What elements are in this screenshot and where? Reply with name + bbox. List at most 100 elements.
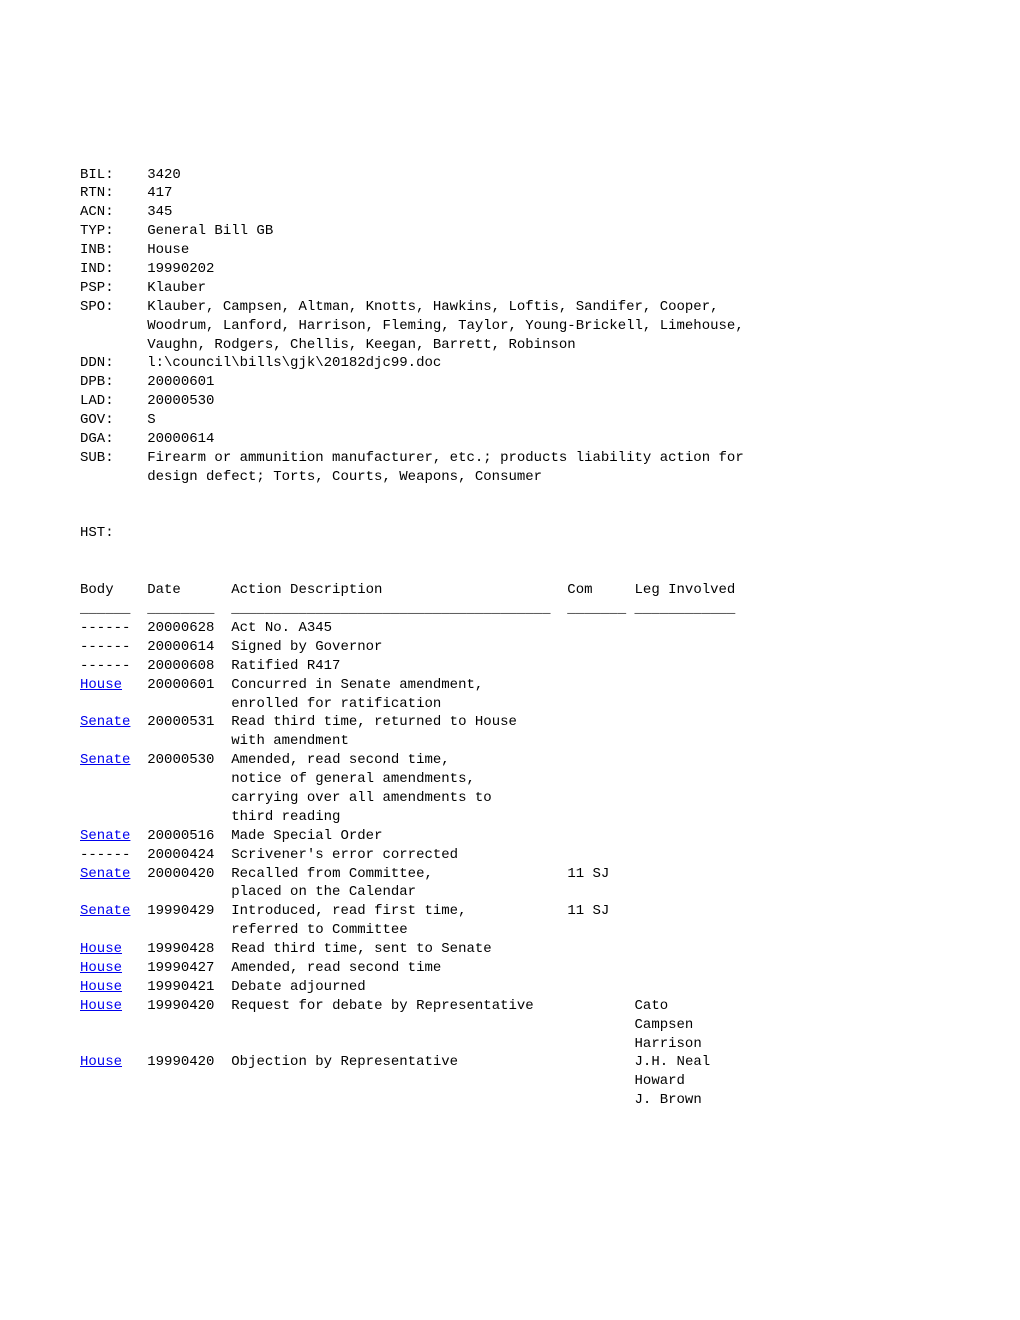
action-cell: [231, 1092, 567, 1108]
date-cell: [147, 1073, 231, 1089]
com-cell: [567, 620, 634, 636]
action-cell: enrolled for ratification: [231, 696, 567, 712]
field-label: DGA:: [80, 431, 147, 447]
com-cell: [567, 639, 634, 655]
action-cell: Concurred in Senate amendment,: [231, 677, 567, 693]
com-cell: [567, 1017, 634, 1033]
field-value: S: [147, 412, 155, 428]
action-cell: Debate adjourned: [231, 979, 567, 995]
action-cell: Amended, read second time: [231, 960, 567, 976]
action-cell: Amended, read second time,: [231, 752, 567, 768]
com-cell: [567, 941, 634, 957]
action-cell: Ratified R417: [231, 658, 567, 674]
body-cell: ------: [80, 639, 147, 655]
date-cell: [147, 922, 231, 938]
field-value: General Bill GB: [147, 223, 273, 239]
field-label: LAD:: [80, 393, 147, 409]
field-label: INB:: [80, 242, 147, 258]
body-link[interactable]: Senate: [80, 903, 130, 919]
body-link[interactable]: Senate: [80, 828, 130, 844]
field-value: l:\council\bills\gjk\20182djc99.doc: [147, 355, 441, 371]
action-cell: Made Special Order: [231, 828, 567, 844]
date-cell: [147, 1036, 231, 1052]
date-cell: 20000530: [147, 752, 231, 768]
date-cell: [147, 1092, 231, 1108]
field-label: TYP:: [80, 223, 147, 239]
action-cell: Introduced, read first time,: [231, 903, 567, 919]
field-label: SUB:: [80, 450, 147, 466]
body-cell: [80, 771, 147, 787]
action-cell: [231, 1036, 567, 1052]
leg-cell: Harrison: [635, 1036, 702, 1052]
body-link[interactable]: Senate: [80, 752, 130, 768]
date-cell: [147, 771, 231, 787]
action-cell: Read third time, sent to Senate: [231, 941, 567, 957]
action-cell: carrying over all amendments to: [231, 790, 567, 806]
date-cell: [147, 790, 231, 806]
com-cell: [567, 979, 634, 995]
com-cell: [567, 790, 634, 806]
field-label: BIL:: [80, 167, 147, 183]
body-link[interactable]: House: [80, 979, 122, 995]
com-cell: [567, 752, 634, 768]
field-label: IND:: [80, 261, 147, 277]
body-link[interactable]: Senate: [80, 866, 130, 882]
com-cell: [567, 884, 634, 900]
date-cell: [147, 809, 231, 825]
body-cell: [80, 1073, 147, 1089]
date-cell: 20000424: [147, 847, 231, 863]
leg-cell: Campsen: [635, 1017, 694, 1033]
document-body: BIL: 3420 RTN: 417 ACN: 345 TYP: General…: [80, 166, 940, 1111]
col-header-date: Date: [147, 582, 231, 598]
body-link[interactable]: House: [80, 1054, 122, 1070]
field-value: House: [147, 242, 189, 258]
history-section-label: HST:: [80, 525, 114, 541]
action-cell: [231, 1017, 567, 1033]
field-label: DDN:: [80, 355, 147, 371]
com-cell: [567, 1036, 634, 1052]
action-cell: Recalled from Committee,: [231, 866, 567, 882]
body-cell: [80, 1092, 147, 1108]
field-value: 3420: [147, 167, 181, 183]
body-link[interactable]: Senate: [80, 714, 130, 730]
com-cell: 11 SJ: [567, 866, 634, 882]
field-value: 19990202: [147, 261, 214, 277]
com-cell: [567, 998, 634, 1014]
leg-cell: Cato: [635, 998, 669, 1014]
leg-cell: J. Brown: [635, 1092, 702, 1108]
field-label: PSP:: [80, 280, 147, 296]
com-cell: [567, 1073, 634, 1089]
com-cell: [567, 714, 634, 730]
com-cell: [567, 828, 634, 844]
body-cell: [80, 809, 147, 825]
action-cell: referred to Committee: [231, 922, 567, 938]
date-cell: 19990420: [147, 998, 231, 1014]
field-value: Woodrum, Lanford, Harrison, Fleming, Tay…: [147, 318, 744, 334]
col-header-leg: Leg Involved: [635, 582, 736, 598]
com-cell: [567, 677, 634, 693]
date-cell: 19990421: [147, 979, 231, 995]
action-cell: Objection by Representative: [231, 1054, 567, 1070]
body-cell: [80, 733, 147, 749]
body-link[interactable]: House: [80, 941, 122, 957]
date-cell: 20000628: [147, 620, 231, 636]
date-cell: 20000601: [147, 677, 231, 693]
action-cell: notice of general amendments,: [231, 771, 567, 787]
date-cell: [147, 696, 231, 712]
field-value: 20000601: [147, 374, 214, 390]
body-link[interactable]: House: [80, 677, 122, 693]
field-value: Klauber, Campsen, Altman, Knotts, Hawkin…: [147, 299, 718, 315]
body-cell: ------: [80, 658, 147, 674]
body-cell: [80, 696, 147, 712]
date-cell: 19990428: [147, 941, 231, 957]
leg-cell: Howard: [635, 1073, 685, 1089]
date-cell: [147, 884, 231, 900]
body-link[interactable]: House: [80, 960, 122, 976]
col-header-body: Body: [80, 582, 147, 598]
leg-cell: J.H. Neal: [635, 1054, 711, 1070]
col-header-com: Com: [567, 582, 634, 598]
body-link[interactable]: House: [80, 998, 122, 1014]
action-cell: with amendment: [231, 733, 567, 749]
com-cell: [567, 696, 634, 712]
field-label: [80, 469, 147, 485]
